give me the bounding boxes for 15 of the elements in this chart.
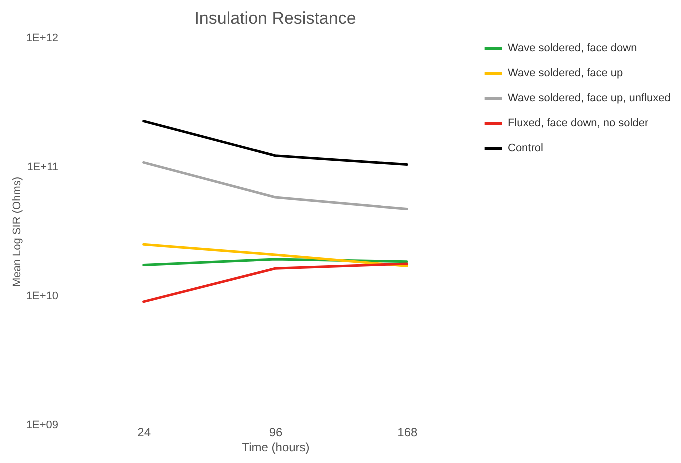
x-tick-label: 168 [398, 426, 418, 440]
x-tick-label: 24 [138, 426, 152, 440]
y-tick-label: 1E+10 [26, 290, 58, 302]
y-tick-label: 1E+09 [26, 420, 58, 432]
x-tick-label: 96 [269, 426, 283, 440]
legend-label: Control [508, 142, 544, 154]
y-tick-label: 1E+12 [26, 32, 58, 44]
y-tick-label: 1E+11 [27, 162, 58, 174]
legend-label: Wave soldered, face down [508, 42, 638, 54]
x-axis-title: Time (hours) [242, 440, 310, 454]
legend-label: Wave soldered, face up [508, 68, 624, 80]
legend-label: Wave soldered, face up, unfluxed [508, 92, 671, 104]
y-axis-title: Mean Log SIR (Ohms) [11, 176, 24, 288]
legend-label: Fluxed, face down, no solder [508, 118, 649, 130]
chart-title: Insulation Resistance [194, 9, 356, 28]
